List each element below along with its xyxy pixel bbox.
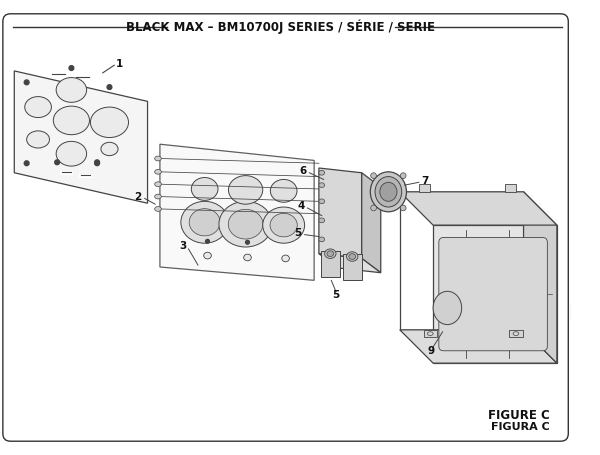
Ellipse shape [263, 207, 305, 243]
Polygon shape [319, 168, 362, 258]
Ellipse shape [189, 209, 220, 236]
Ellipse shape [319, 237, 325, 242]
Ellipse shape [319, 218, 325, 223]
Bar [343, 254, 362, 280]
Ellipse shape [380, 182, 397, 201]
Ellipse shape [56, 142, 86, 166]
Ellipse shape [191, 177, 218, 200]
Text: 3: 3 [179, 241, 187, 251]
Ellipse shape [244, 254, 251, 261]
Ellipse shape [319, 170, 325, 175]
Ellipse shape [228, 209, 263, 239]
Bar [424, 330, 437, 338]
Ellipse shape [433, 291, 461, 324]
Polygon shape [524, 192, 557, 363]
Ellipse shape [101, 142, 118, 156]
Circle shape [107, 85, 112, 90]
Ellipse shape [181, 201, 229, 243]
Circle shape [55, 160, 59, 165]
FancyBboxPatch shape [439, 238, 547, 351]
Ellipse shape [229, 176, 263, 204]
Ellipse shape [327, 251, 334, 257]
Ellipse shape [400, 205, 406, 211]
Ellipse shape [155, 207, 161, 211]
Ellipse shape [56, 77, 86, 102]
Ellipse shape [270, 213, 297, 237]
Ellipse shape [26, 131, 49, 148]
Polygon shape [160, 144, 314, 280]
Circle shape [24, 80, 29, 85]
Polygon shape [433, 225, 557, 363]
Ellipse shape [349, 254, 356, 259]
Ellipse shape [370, 172, 406, 212]
Text: FIGURE C: FIGURE C [488, 409, 550, 422]
Ellipse shape [346, 252, 358, 261]
Ellipse shape [319, 183, 325, 187]
Ellipse shape [575, 307, 583, 315]
Text: 4: 4 [297, 201, 305, 211]
Circle shape [95, 160, 100, 165]
Ellipse shape [371, 173, 376, 178]
Ellipse shape [155, 156, 161, 161]
FancyBboxPatch shape [3, 14, 568, 441]
Text: 5: 5 [295, 228, 302, 238]
Text: 1: 1 [116, 59, 124, 69]
Text: BLACK MAX – BM10700J SERIES / SÉRIE / SERIE: BLACK MAX – BM10700J SERIES / SÉRIE / SE… [127, 20, 436, 35]
Ellipse shape [53, 106, 89, 135]
Bar [571, 303, 586, 320]
Ellipse shape [155, 169, 161, 174]
Ellipse shape [282, 255, 289, 262]
Ellipse shape [400, 173, 406, 178]
Ellipse shape [155, 194, 161, 199]
Polygon shape [319, 254, 381, 273]
Ellipse shape [319, 199, 325, 204]
Polygon shape [400, 330, 557, 363]
Ellipse shape [25, 96, 52, 117]
Polygon shape [400, 192, 557, 225]
Circle shape [24, 161, 29, 166]
Ellipse shape [204, 252, 211, 259]
Text: 9: 9 [428, 346, 435, 356]
Ellipse shape [91, 107, 128, 137]
Circle shape [69, 66, 74, 71]
Circle shape [245, 240, 250, 244]
Text: 6: 6 [299, 166, 307, 176]
Polygon shape [14, 71, 148, 203]
Text: 7: 7 [422, 177, 429, 187]
Bar [321, 251, 340, 278]
Bar [505, 184, 516, 192]
Ellipse shape [271, 179, 297, 202]
Text: 2: 2 [134, 192, 142, 202]
Bar [419, 184, 430, 192]
Ellipse shape [219, 201, 272, 247]
Ellipse shape [155, 182, 161, 187]
Ellipse shape [325, 249, 336, 258]
Ellipse shape [375, 177, 402, 207]
Text: FIGURA C: FIGURA C [491, 422, 550, 432]
Circle shape [95, 161, 100, 166]
Circle shape [206, 239, 209, 243]
Polygon shape [362, 173, 381, 273]
Ellipse shape [371, 205, 376, 211]
Text: 5: 5 [332, 290, 340, 299]
Bar [509, 330, 523, 338]
